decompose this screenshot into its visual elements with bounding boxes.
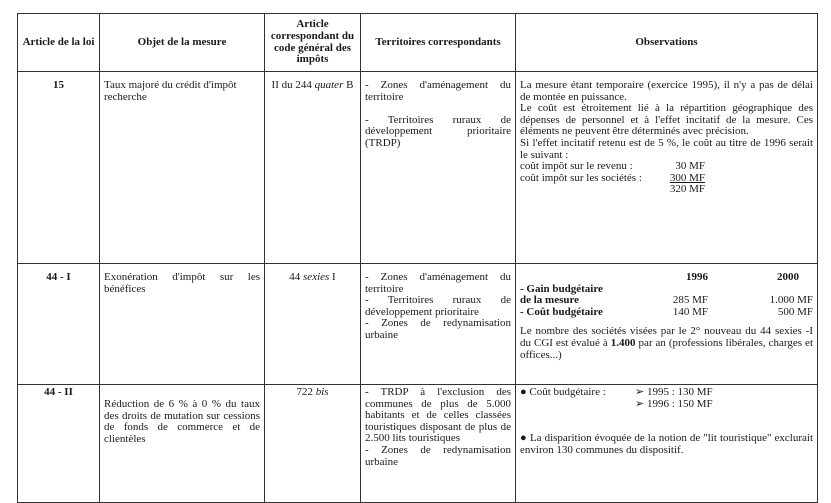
header-observations: Observations	[515, 13, 818, 72]
header-cgi: Article correspondant du code général de…	[264, 13, 361, 72]
budget-grid: 1996 2000 - Gain budgétaire de la mesure 2…	[520, 271, 813, 318]
cost-total: 320 MF	[669, 183, 705, 196]
measures-table: Article de la loi Objet de la mesure Art…	[17, 13, 818, 503]
territoires-cell: - Zones d'aménagement du territoire - Te…	[360, 71, 516, 264]
obs-note: Le nombre des sociétés visées par le 2° …	[520, 325, 813, 361]
observations-cell: 1996 2000 - Gain budgétaire de la mesure 2…	[515, 263, 818, 385]
cgi-text: I	[329, 271, 336, 283]
cost-line: coût impôt sur le revenu :30 MF	[520, 160, 705, 173]
cgi-cell: 44 sexies I	[264, 263, 361, 385]
cgi-italic: sexies	[303, 271, 330, 283]
table-row: 15 Taux majoré du crédit d'impôt recherc…	[17, 71, 818, 264]
article-cell: 44 - II	[17, 384, 100, 503]
cgi-italic: bis	[315, 386, 329, 398]
territoires-cell: - Zones d'aménagement du territoire - Te…	[360, 263, 516, 385]
header-objet: Objet de la mesure	[99, 13, 265, 72]
obs-text: La mesure étant temporaire (exercice 199…	[520, 79, 813, 103]
header-article: Article de la loi	[17, 13, 100, 72]
territoire-item: - TRDP à l'exclusion des communes de plu…	[365, 386, 511, 445]
cost-line: coût impôt sur les sociétés :300 MF	[520, 171, 705, 184]
cost-line: ➢ 1996 : 150 MF	[635, 397, 713, 410]
obs-text: Si l'effet incitatif retenu est de 5 %, …	[520, 136, 813, 161]
objet-cell: Exonération d'impôt sur les bénéfices	[99, 263, 265, 385]
cgi-text: 722	[296, 386, 316, 398]
header-territoires: Territoires correspondants	[360, 13, 516, 72]
territoire-item: - Zones de redynamisation urbaine	[365, 317, 511, 341]
table-row: 44 - I Exonération d'impôt sur les bénéf…	[17, 263, 818, 385]
objet-cell: Taux majoré du crédit d'impôt recherche	[99, 71, 265, 264]
territoire-item: - Zones de redynamisation urbaine	[365, 443, 511, 468]
table-row: 44 - II Réduction de 6 % à 0 % du taux d…	[17, 384, 818, 503]
obs-note: ● La disparition évoquée de la notion de…	[520, 432, 813, 456]
cgi-text: 44	[289, 271, 304, 283]
article-cell: 15	[17, 71, 100, 264]
territoire-item: - Zones d'aménagement du territoire	[365, 79, 511, 103]
header-row: Article de la loi Objet de la mesure Art…	[17, 13, 818, 72]
cgi-italic: quater	[314, 79, 344, 91]
territoire-item: - Territoires ruraux de développement pr…	[365, 294, 511, 318]
territoires-cell: - TRDP à l'exclusion des communes de plu…	[360, 384, 516, 503]
territoire-item: - Zones d'aménagement du territoire	[365, 271, 511, 295]
territoire-item: - Territoires ruraux de développement pr…	[365, 113, 511, 149]
cgi-text: B	[343, 79, 354, 91]
observations-cell: La mesure étant temporaire (exercice 199…	[515, 71, 818, 264]
obs-text: Le coût est étroitement lié à la réparti…	[520, 102, 813, 138]
cgi-cell: 722 bis	[264, 384, 361, 503]
cgi-text: II du 244	[271, 79, 315, 91]
article-cell: 44 - I	[17, 263, 100, 385]
objet-cell: Réduction de 6 % à 0 % du taux des droit…	[99, 384, 265, 503]
cgi-cell: II du 244 quater B	[264, 71, 361, 264]
observations-cell: ● Coût budgétaire : ➢ 1995 : 130 MF ➢ 199…	[515, 384, 818, 503]
cost-line: ● Coût budgétaire : ➢ 1995 : 130 MF	[520, 386, 713, 398]
